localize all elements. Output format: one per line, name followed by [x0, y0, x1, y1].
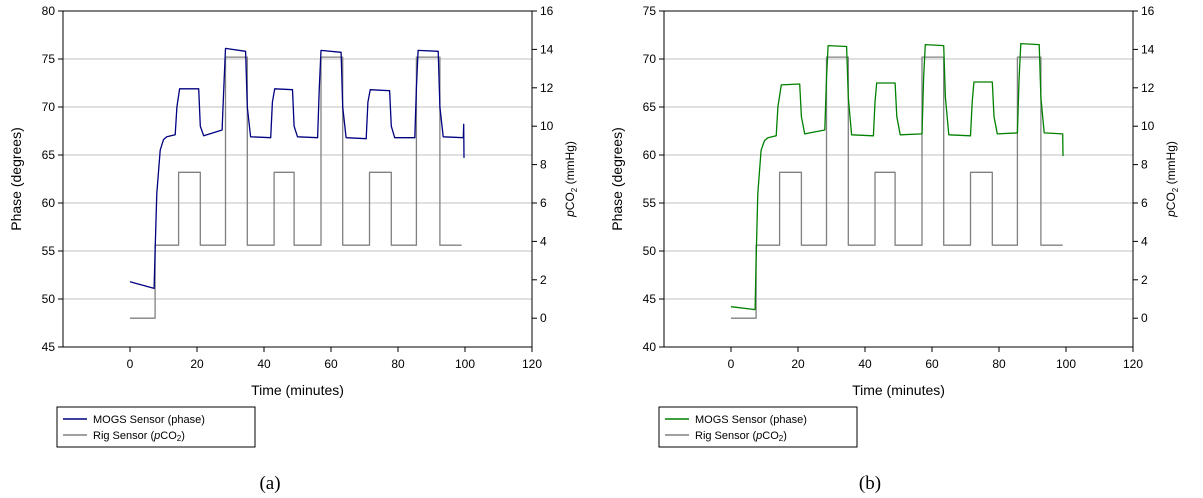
- y2-tick-label: 0: [540, 311, 547, 325]
- y2-title-italic: p: [563, 210, 577, 218]
- y2-tick-label: 4: [1141, 234, 1148, 248]
- legend-label-sub: 2: [177, 434, 182, 443]
- x-tick-label: 60: [925, 357, 939, 371]
- y-tick-label: 70: [643, 52, 657, 66]
- y2-tick-label: 10: [540, 119, 554, 133]
- y2-tick-label: 14: [540, 42, 554, 56]
- y-axis-title: Phase (degrees): [609, 127, 625, 231]
- y2-tick-label: 16: [1141, 4, 1155, 18]
- plot-frame: [62, 10, 533, 348]
- x-tick-label: 80: [992, 357, 1006, 371]
- x-tick-label: 120: [1123, 357, 1143, 371]
- x-tick-label: 100: [1056, 357, 1076, 371]
- y2-title-rest: (mmHg): [563, 141, 577, 188]
- legend-label-prefix: Rig Sensor (: [695, 430, 756, 442]
- legend-label: MOGS Sensor (phase): [93, 414, 205, 426]
- y2-tick-label: 10: [1141, 119, 1155, 133]
- chart-panel-a: 45 50 55 60 65 70 75 80 0 2 4 6 8 10 12 14 16 0 20 40 60 80 10…: [8, 4, 579, 494]
- y-tick-label: 70: [42, 100, 56, 114]
- legend-label-suffix: ): [783, 430, 787, 442]
- y2-tick-label: 16: [540, 4, 554, 18]
- y-tick-label: 50: [42, 292, 56, 306]
- y-tick-label: 40: [643, 340, 657, 354]
- legend-box: [56, 406, 256, 448]
- x-tick-label: 20: [791, 357, 805, 371]
- x-tick-label: 40: [858, 357, 872, 371]
- y2-tick-label: 8: [540, 158, 547, 172]
- legend-label-sub: 2: [779, 434, 784, 443]
- y-tick-label: 60: [643, 148, 657, 162]
- series-line-mogs-sensor: [129, 47, 465, 290]
- legend-label-italic: p: [755, 430, 762, 442]
- x-tick-label: 60: [324, 357, 338, 371]
- legend-box: [658, 406, 858, 448]
- y2-tick-label: 0: [1141, 311, 1148, 325]
- x-tick-label: 0: [728, 357, 735, 371]
- y2-title-rest: (mmHg): [1164, 141, 1178, 188]
- series-line-mogs-sensor: [730, 42, 1064, 311]
- x-tick-label: 80: [391, 357, 405, 371]
- y2-axis-title: pCO2 (mmHg): [563, 141, 579, 218]
- legend-label: Rig Sensor (pCO2): [93, 430, 185, 443]
- legend-label-italic: p: [153, 430, 160, 442]
- y2-tick-label: 6: [540, 196, 547, 210]
- x-axis-title: Time (minutes): [852, 382, 945, 398]
- panel-caption: (b): [859, 473, 881, 494]
- x-axis-title: Time (minutes): [251, 382, 344, 398]
- y-tick-label: 75: [42, 52, 56, 66]
- legend-label-suffix: ): [181, 430, 185, 442]
- y2-tick-label: 12: [540, 81, 554, 95]
- y2-title-sub: 2: [1171, 187, 1180, 192]
- y2-tick-label: 2: [540, 273, 547, 287]
- y2-tick-label: 4: [540, 234, 547, 248]
- y2-axis-title: pCO2 (mmHg): [1164, 141, 1180, 218]
- series-line-rig-sensor: [731, 56, 1063, 319]
- panel-caption: (a): [259, 473, 280, 494]
- y-tick-label: 60: [42, 196, 56, 210]
- y-tick-label: 75: [643, 4, 657, 18]
- y-tick-label: 55: [42, 244, 56, 258]
- y2-title-main: CO: [1164, 192, 1178, 210]
- y2-title-main: CO: [563, 192, 577, 210]
- plot-frame: [663, 10, 1134, 348]
- y-tick-label: 55: [643, 196, 657, 210]
- y-tick-label: 80: [42, 4, 56, 18]
- series-line-rig-sensor: [130, 56, 462, 319]
- y2-tick-label: 6: [1141, 196, 1148, 210]
- x-tick-label: 100: [455, 357, 475, 371]
- y2-title-sub: 2: [570, 187, 579, 192]
- y-tick-label: 45: [42, 340, 56, 354]
- x-tick-label: 0: [127, 357, 134, 371]
- x-tick-label: 40: [257, 357, 271, 371]
- x-tick-label: 120: [522, 357, 542, 371]
- y2-title-italic: p: [1164, 210, 1178, 218]
- y2-tick-label: 14: [1141, 42, 1155, 56]
- y-tick-label: 65: [643, 100, 657, 114]
- y2-tick-label: 8: [1141, 158, 1148, 172]
- y-tick-label: 50: [643, 244, 657, 258]
- y-axis-title: Phase (degrees): [8, 127, 24, 231]
- y-tick-label: 45: [643, 292, 657, 306]
- legend-label-main: CO: [762, 430, 779, 442]
- y2-tick-label: 2: [1141, 273, 1148, 287]
- legend-label: Rig Sensor (pCO2): [695, 430, 787, 443]
- legend-label-prefix: Rig Sensor (: [93, 430, 154, 442]
- y2-tick-label: 12: [1141, 81, 1155, 95]
- x-tick-label: 20: [190, 357, 204, 371]
- chart-panel-b: 40 45 50 55 60 65 70 75 0 2 4 6 8 10 12 14 16 0 20 40 60 80 10…: [609, 4, 1180, 494]
- legend-label-main: CO: [160, 430, 177, 442]
- y-tick-label: 65: [42, 148, 56, 162]
- legend-label: MOGS Sensor (phase): [695, 414, 807, 426]
